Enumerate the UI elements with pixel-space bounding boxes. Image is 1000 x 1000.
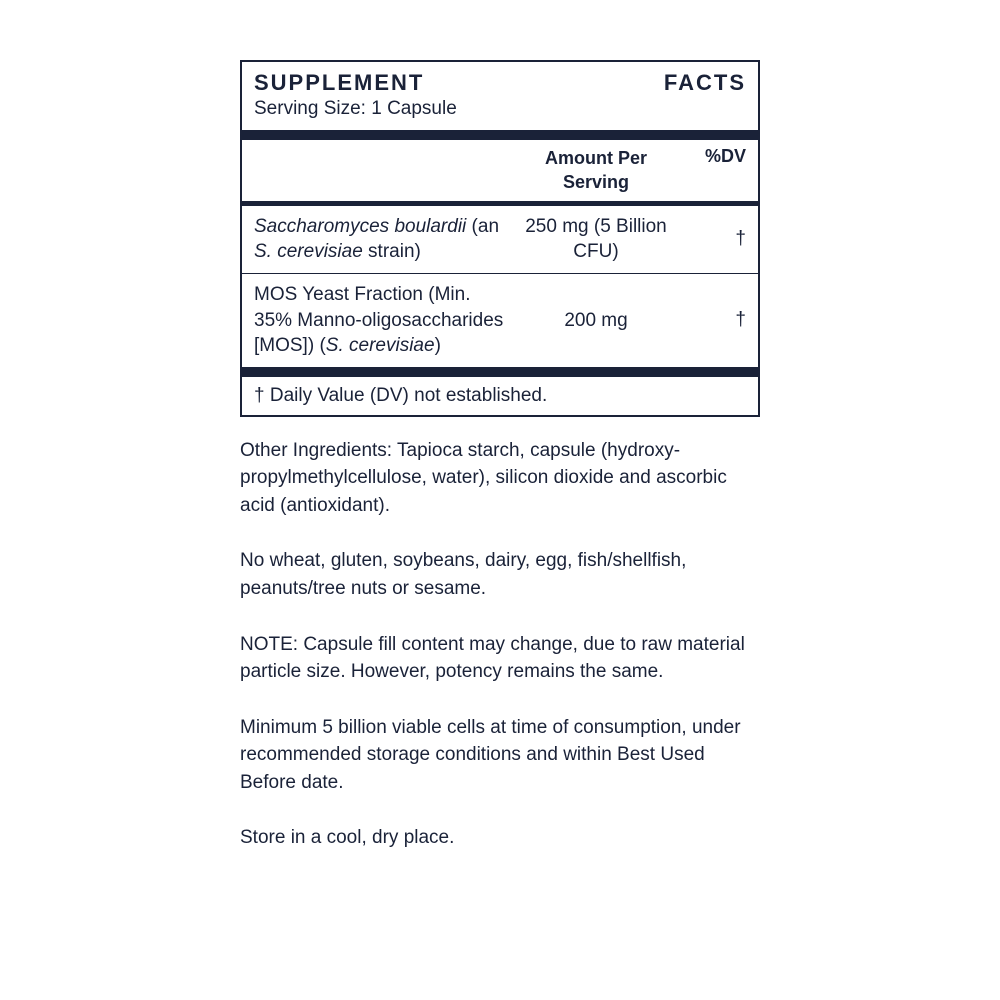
ingredient-row: Saccharomyces boulardii (an S. cerevisia… xyxy=(242,206,758,273)
storage: Store in a cool, dry place. xyxy=(240,824,760,852)
ingredient-dv: † xyxy=(676,228,746,250)
facts-panel: SUPPLEMENT FACTS Serving Size: 1 Capsule… xyxy=(240,60,760,417)
panel-title: SUPPLEMENT FACTS xyxy=(242,62,758,98)
divider xyxy=(242,130,758,140)
ingredient-name: MOS Yeast Fraction (Min. 35% Manno-oligo… xyxy=(254,282,516,359)
additional-info: Other Ingredients: Tapioca starch, capsu… xyxy=(240,417,760,852)
viability-statement: Minimum 5 billion viable cells at time o… xyxy=(240,714,760,797)
other-ingredients: Other Ingredients: Tapioca starch, capsu… xyxy=(240,437,760,520)
header-dv: %DV xyxy=(676,146,746,195)
note: NOTE: Capsule fill content may change, d… xyxy=(240,631,760,686)
allergen-statement: No wheat, gluten, soybeans, dairy, egg, … xyxy=(240,547,760,602)
ingredient-row: MOS Yeast Fraction (Min. 35% Manno-oligo… xyxy=(242,274,758,367)
ingredient-dv: † xyxy=(676,309,746,331)
divider xyxy=(242,367,758,377)
column-headers: Amount Per Serving %DV xyxy=(242,140,758,201)
header-amount: Amount Per Serving xyxy=(516,146,676,195)
footnote: † Daily Value (DV) not established. xyxy=(242,377,758,415)
ingredient-amount: 200 mg xyxy=(516,308,676,334)
serving-size: Serving Size: 1 Capsule xyxy=(242,98,758,130)
ingredient-name: Saccharomyces boulardii (an S. cerevisia… xyxy=(254,214,516,265)
supplement-facts-wrap: SUPPLEMENT FACTS Serving Size: 1 Capsule… xyxy=(0,0,1000,852)
ingredient-amount: 250 mg (5 Billion CFU) xyxy=(516,214,676,265)
